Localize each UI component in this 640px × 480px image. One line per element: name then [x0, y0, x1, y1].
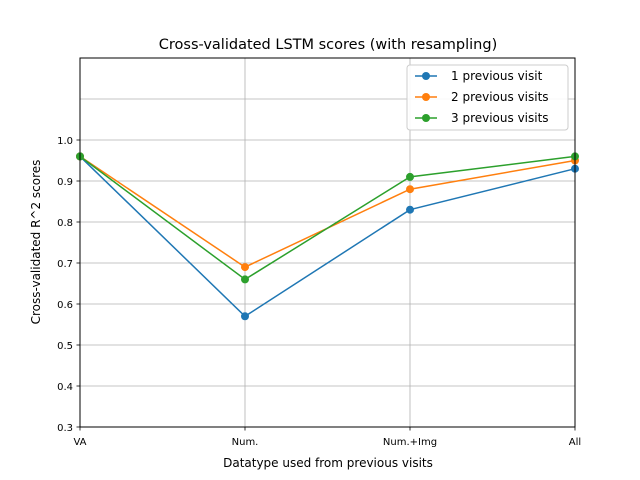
plot-area	[79, 57, 576, 428]
x-tick-label: VA	[73, 437, 86, 448]
y-tick-label: 0.5	[57, 341, 73, 352]
data-point	[406, 172, 414, 181]
x-tick-label: Num.+Img	[383, 437, 437, 448]
series-2	[76, 152, 579, 272]
y-tick-label: 0.8	[57, 218, 73, 229]
data-point	[406, 185, 414, 194]
y-tick-label: 0.6	[57, 300, 73, 311]
legend: 1 previous visit 2 previous visits 3 previ…	[406, 64, 569, 131]
legend-item: 3 previous visits	[415, 111, 549, 125]
data-point	[406, 205, 414, 214]
data-point	[241, 275, 249, 284]
y-tick-label: 1.0	[57, 136, 73, 147]
axes: 0.3 0.4 0.5 0.6 0.7 0.8 0.9 1.0 VA Num. Num.+Img Al…	[57, 136, 581, 448]
legend-marker	[422, 114, 430, 122]
x-tick-label: Num.	[232, 437, 259, 448]
y-tick-label: 0.4	[57, 382, 73, 393]
legend-item: 2 previous visits	[415, 90, 549, 104]
series-line	[79, 155, 576, 318]
y-tick-label: 0.7	[57, 259, 73, 270]
legend-label: 1 previous visit	[451, 69, 543, 83]
legend-marker	[422, 93, 430, 101]
legend-marker	[422, 72, 430, 80]
x-axis-label: Datatype used from previous visits	[223, 456, 433, 470]
y-axis-label: Cross-validated R^2 scores	[29, 160, 43, 325]
legend-label: 3 previous visits	[451, 111, 549, 125]
legend-box	[406, 64, 569, 131]
y-tick-label: 0.9	[57, 177, 73, 188]
y-tick-label: 0.3	[57, 423, 73, 434]
series-1	[76, 152, 579, 321]
chart-title: Cross-validated LSTM scores (with resamp…	[159, 37, 497, 53]
x-tick-label: All	[569, 437, 581, 448]
series-lines	[76, 152, 579, 321]
legend-label: 2 previous visits	[451, 90, 549, 104]
data-point	[241, 312, 249, 321]
data-point	[241, 263, 249, 272]
series-line	[79, 155, 576, 281]
legend-item: 1 previous visit	[415, 69, 543, 83]
